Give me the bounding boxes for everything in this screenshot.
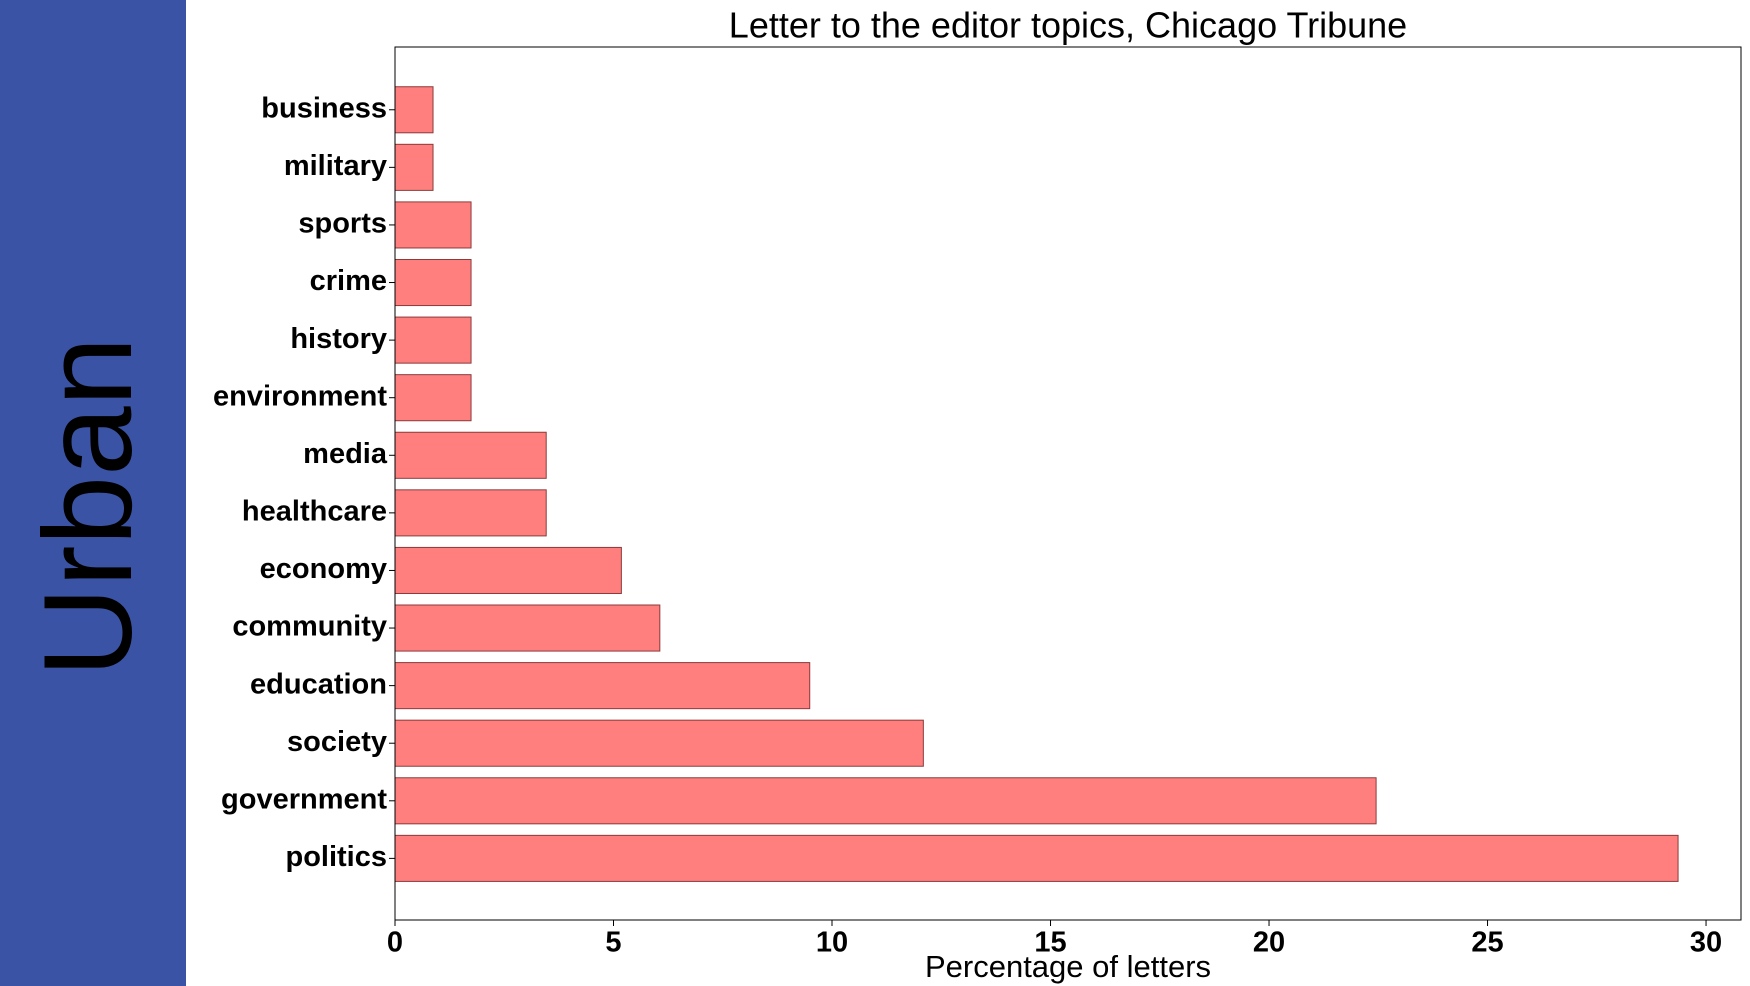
x-tick-label: 25: [1471, 927, 1503, 959]
y-tick-label: military: [284, 150, 387, 182]
bar: [394, 316, 472, 364]
bar: [394, 431, 547, 479]
y-tick-label: society: [287, 726, 387, 758]
x-tick-label: 0: [387, 927, 403, 959]
bar: [394, 201, 472, 249]
plot-frame: [394, 46, 1742, 921]
y-tick-label: sports: [298, 208, 387, 240]
bar: [394, 546, 622, 594]
y-tick-label: crime: [310, 265, 387, 297]
bar: [394, 86, 434, 134]
chart-title: Letter to the editor topics, Chicago Tri…: [729, 5, 1407, 46]
bar: [394, 604, 661, 652]
bar: [394, 662, 811, 710]
x-tick-label: 20: [1253, 927, 1285, 959]
bar: [394, 777, 1377, 825]
x-tick-label: 15: [1034, 927, 1066, 959]
x-tick-label: 30: [1690, 927, 1722, 959]
y-tick-label: media: [303, 438, 388, 470]
bar: [394, 258, 472, 307]
x-tick-label: 5: [605, 927, 621, 959]
y-tick-label: community: [232, 611, 387, 643]
y-tick-label: healthcare: [242, 496, 387, 528]
side-label: Urban: [19, 337, 158, 677]
y-tick-label: environment: [213, 380, 387, 412]
bar: [394, 834, 1679, 882]
bar: [394, 374, 472, 422]
y-tick-label: government: [221, 783, 387, 815]
x-tick-label: 10: [816, 927, 848, 959]
sidebar: [0, 0, 186, 986]
y-tick-label: education: [250, 668, 387, 700]
y-tick-label: business: [261, 92, 387, 124]
y-tick-label: history: [290, 323, 387, 355]
x-axis-label: Percentage of letters: [925, 949, 1211, 984]
y-tick-label: politics: [285, 841, 387, 873]
bar: [394, 719, 924, 767]
y-tick-label: economy: [260, 553, 387, 585]
bar: [394, 143, 434, 191]
bar: [394, 489, 547, 537]
